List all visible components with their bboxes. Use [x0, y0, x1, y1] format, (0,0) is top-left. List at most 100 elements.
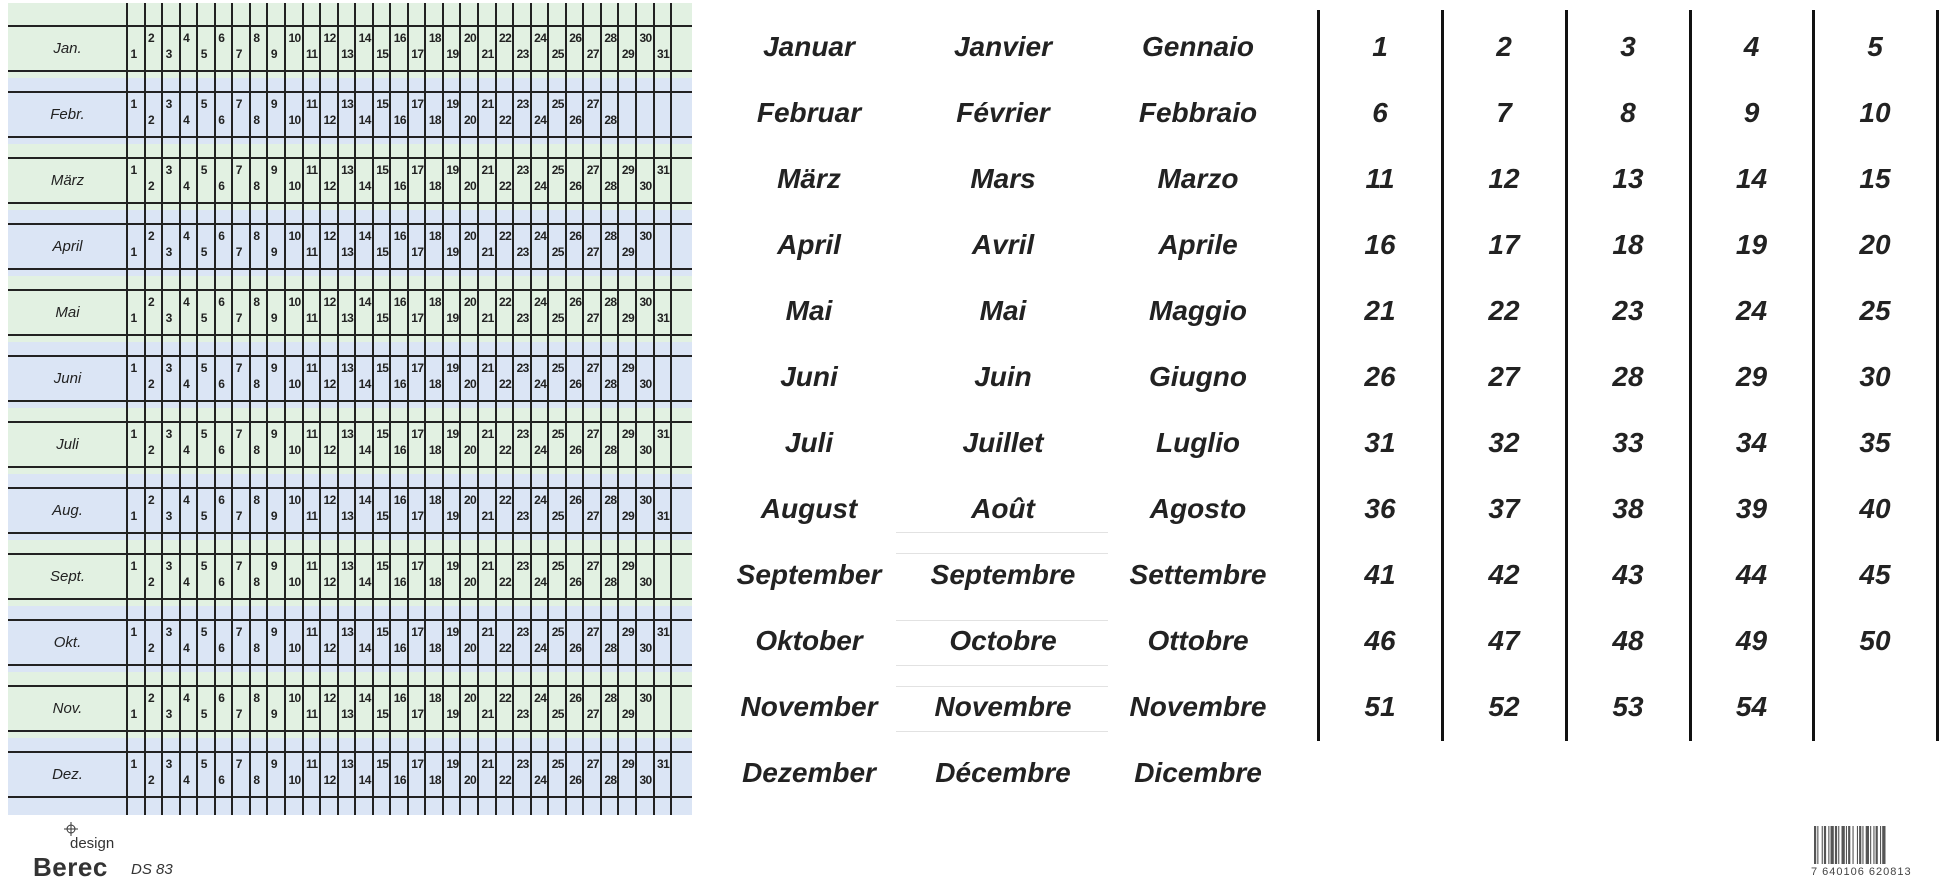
day-number: 11 — [306, 47, 318, 61]
day-number: 3 — [165, 97, 173, 111]
day-number: 14 — [358, 113, 372, 127]
column-line — [1936, 10, 1939, 741]
day-number: 26 — [569, 691, 582, 705]
day-number: 22 — [499, 229, 512, 243]
day-number: 10 — [288, 641, 301, 655]
barcode-bar — [1865, 826, 1869, 864]
day-number: 14 — [358, 691, 372, 705]
day-number: 6 — [218, 493, 225, 507]
day-number: 14 — [358, 641, 372, 655]
column-line — [459, 3, 462, 815]
column-line — [670, 3, 673, 815]
week-number: 22 — [1488, 295, 1520, 326]
barcode-bar — [1870, 826, 1872, 864]
row-line — [8, 334, 692, 336]
day-number: 3 — [165, 361, 173, 375]
day-number: 24 — [534, 377, 547, 391]
day-number: 29 — [621, 361, 635, 375]
day-number: 14 — [358, 295, 372, 309]
divider — [896, 620, 1108, 621]
day-number: 28 — [604, 443, 617, 457]
month-label: Nov. — [52, 700, 83, 717]
week-number: 49 — [1735, 625, 1768, 656]
day-number: 22 — [499, 113, 512, 127]
day-number: 5 — [200, 361, 208, 375]
day-number: 13 — [341, 427, 354, 441]
day-number: 31 — [657, 47, 670, 61]
row-line — [8, 70, 692, 72]
month-band — [8, 408, 692, 474]
crosshair-icon — [64, 822, 78, 836]
day-number: 25 — [551, 245, 565, 259]
day-number: 20 — [463, 691, 477, 705]
row-line — [8, 202, 692, 204]
day-number: 2 — [148, 443, 155, 457]
day-number: 1 — [130, 361, 138, 375]
day-number: 2 — [148, 691, 155, 705]
day-number: 4 — [183, 691, 190, 705]
day-number: 24 — [534, 229, 547, 243]
day-number: 17 — [411, 97, 424, 111]
week-number: 29 — [1735, 361, 1768, 392]
day-number: 17 — [411, 361, 424, 375]
day-number: 11 — [306, 427, 318, 441]
day-number: 12 — [323, 113, 337, 127]
month-label: Febr. — [50, 106, 85, 123]
day-number: 21 — [481, 757, 495, 771]
day-number: 10 — [288, 295, 301, 309]
day-number: 15 — [376, 245, 389, 259]
day-number: 23 — [516, 97, 530, 111]
column-line — [424, 3, 427, 815]
week-number: 42 — [1488, 559, 1520, 590]
column-line — [634, 3, 637, 815]
day-number: 2 — [148, 179, 155, 193]
day-number: 22 — [499, 179, 512, 193]
day-number: 9 — [270, 757, 278, 771]
day-number: 29 — [621, 163, 635, 177]
week-number: 10 — [1859, 97, 1891, 128]
day-number: 16 — [393, 229, 407, 243]
day-number: 17 — [411, 509, 424, 523]
day-number: 3 — [165, 757, 173, 771]
day-number: 15 — [376, 509, 389, 523]
column-line — [161, 3, 164, 815]
month-name-italian: Novembre — [1129, 691, 1267, 722]
day-number: 28 — [604, 575, 617, 589]
day-number: 14 — [358, 179, 372, 193]
column-line — [1565, 10, 1568, 741]
column-line — [406, 3, 409, 815]
day-number: 16 — [393, 575, 407, 589]
day-number: 7 — [235, 625, 243, 639]
day-number: 7 — [235, 47, 243, 61]
week-number: 41 — [1364, 559, 1396, 590]
day-number: 14 — [358, 229, 372, 243]
day-number: 5 — [200, 163, 208, 177]
day-number: 19 — [446, 757, 459, 771]
column-line — [599, 3, 602, 815]
day-number: 6 — [218, 295, 225, 309]
month-label: Jan. — [53, 40, 82, 57]
day-number: 16 — [393, 179, 407, 193]
day-number: 18 — [428, 575, 442, 589]
day-number: 8 — [253, 443, 260, 457]
day-number: 4 — [183, 575, 190, 589]
day-number: 28 — [604, 773, 617, 787]
day-number: 10 — [288, 773, 301, 787]
day-number: 29 — [621, 311, 635, 325]
day-number: 31 — [657, 163, 670, 177]
day-number: 11 — [306, 559, 318, 573]
day-number: 17 — [411, 245, 424, 259]
row-line — [8, 619, 692, 621]
month-name-german: Oktober — [755, 625, 863, 656]
week-number: 25 — [1859, 295, 1891, 326]
month-name-french: Juin — [974, 361, 1032, 392]
month-name-french: Juillet — [962, 427, 1044, 458]
day-number: 21 — [481, 311, 495, 325]
day-number: 24 — [534, 443, 547, 457]
day-number: 19 — [446, 625, 459, 639]
row-line — [8, 25, 692, 27]
day-number: 13 — [341, 361, 354, 375]
day-number: 6 — [218, 691, 225, 705]
week-number: 16 — [1364, 229, 1396, 260]
row-line — [8, 487, 692, 489]
